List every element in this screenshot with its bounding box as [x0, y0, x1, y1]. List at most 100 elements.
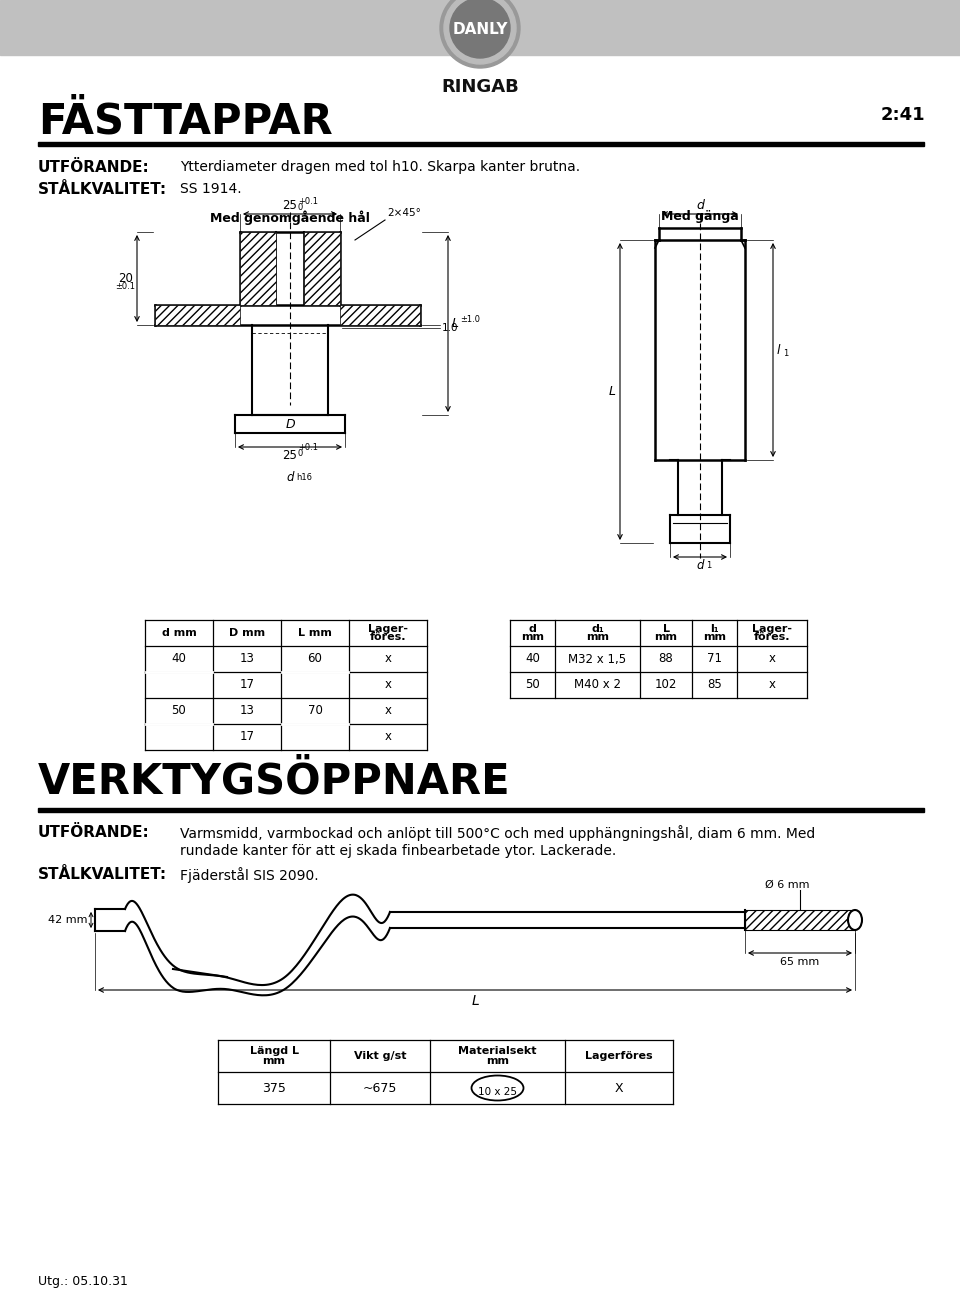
Bar [240, 232, 276, 305]
Text: d: d [529, 623, 537, 634]
Text: l₁: l₁ [710, 623, 719, 634]
Text: 13: 13 [240, 652, 254, 665]
Bar [340, 305, 420, 325]
Text: SS 1914.: SS 1914. [180, 182, 242, 196]
Text: X: X [614, 1081, 623, 1094]
Text: Lagerföres: Lagerföres [586, 1051, 653, 1062]
Text: x: x [385, 652, 392, 665]
Circle shape [444, 0, 516, 64]
Text: Varmsmidd, varmbockad och anlöpt till 500°C och med upphängningshål, diam 6 mm. : Varmsmidd, varmbockad och anlöpt till 50… [180, 825, 815, 840]
Text: 10 x 25: 10 x 25 [478, 1086, 517, 1097]
Text: 40: 40 [172, 652, 186, 665]
Text: rundade kanter för att ej skada finbearbetade ytor. Lackerade.: rundade kanter för att ej skada finbearb… [180, 844, 616, 857]
Text: L mm: L mm [298, 628, 332, 637]
Text: 1.0: 1.0 [442, 323, 459, 332]
Text: Materialsekt: Materialsekt [458, 1046, 537, 1056]
Text: ±0.1: ±0.1 [115, 281, 135, 291]
Text: 1: 1 [706, 562, 711, 569]
Text: 65 mm: 65 mm [780, 957, 820, 967]
Text: Ø 6 mm: Ø 6 mm [765, 880, 809, 890]
Text: mm: mm [655, 632, 678, 643]
Text: mm: mm [486, 1055, 509, 1066]
Text: h16: h16 [296, 473, 312, 482]
Text: ~675: ~675 [363, 1081, 397, 1094]
Ellipse shape [848, 910, 862, 929]
Text: d: d [696, 199, 704, 212]
Text: 50: 50 [172, 704, 186, 717]
Text: 0: 0 [298, 203, 303, 212]
Text: M32 x 1,5: M32 x 1,5 [568, 652, 627, 665]
Text: D: D [285, 418, 295, 431]
Text: L: L [662, 623, 669, 634]
Text: mm: mm [521, 632, 544, 643]
Text: d: d [696, 559, 704, 572]
Text: L: L [452, 317, 459, 330]
Text: UTFÖRANDE:: UTFÖRANDE: [38, 160, 150, 175]
Text: d₁: d₁ [591, 623, 604, 634]
Bar [38, 808, 924, 812]
Text: STÅLKVALITET:: STÅLKVALITET: [38, 182, 167, 196]
Text: 20: 20 [118, 272, 133, 285]
Bar [745, 910, 855, 929]
Text: 375: 375 [262, 1081, 286, 1094]
Text: 25: 25 [282, 449, 298, 462]
Text: STÅLKVALITET:: STÅLKVALITET: [38, 867, 167, 882]
Text: 1: 1 [783, 350, 788, 359]
Text: x: x [385, 704, 392, 717]
Text: L: L [609, 385, 616, 398]
Bar [304, 232, 340, 305]
Text: 88: 88 [659, 652, 673, 665]
Text: UTFÖRANDE:: UTFÖRANDE: [38, 825, 150, 840]
Text: D mm: D mm [228, 628, 265, 637]
Bar [38, 141, 924, 147]
Text: 70: 70 [307, 704, 323, 717]
Bar [155, 305, 240, 325]
Text: x: x [769, 678, 776, 691]
Text: föres.: föres. [370, 632, 406, 643]
Text: +0.1: +0.1 [298, 442, 318, 452]
Text: 102: 102 [655, 678, 677, 691]
Text: Lager-: Lager- [368, 623, 408, 634]
Text: mm: mm [262, 1055, 285, 1066]
Circle shape [440, 0, 520, 68]
Text: 50: 50 [525, 678, 540, 691]
Text: 40: 40 [525, 652, 540, 665]
Text: x: x [385, 678, 392, 691]
Text: föres.: föres. [754, 632, 790, 643]
Text: DANLY: DANLY [452, 21, 508, 37]
Text: Lager-: Lager- [752, 623, 792, 634]
Text: +0.1: +0.1 [298, 196, 318, 206]
Text: 13: 13 [240, 704, 254, 717]
Bar [0, 0, 960, 55]
Text: ±1.0: ±1.0 [460, 315, 480, 325]
Text: 17: 17 [239, 678, 254, 691]
Text: 60: 60 [307, 652, 323, 665]
Text: Fjäderstål SIS 2090.: Fjäderstål SIS 2090. [180, 867, 319, 884]
Text: 2×45°: 2×45° [387, 208, 420, 219]
Text: 42 mm: 42 mm [47, 915, 87, 925]
Text: Vikt g/st: Vikt g/st [353, 1051, 406, 1062]
Text: VERKTYGSÖPPNARE: VERKTYGSÖPPNARE [38, 761, 511, 802]
Text: FÄSTTAPPAR: FÄSTTAPPAR [38, 99, 333, 141]
Text: Ytterdiameter dragen med tol h10. Skarpa kanter brutna.: Ytterdiameter dragen med tol h10. Skarpa… [180, 160, 580, 174]
Text: d: d [286, 471, 294, 484]
Text: L: L [471, 994, 479, 1008]
Text: Med genomgående hål: Med genomgående hål [210, 209, 370, 225]
Circle shape [450, 0, 510, 58]
Text: Längd L: Längd L [250, 1046, 299, 1056]
Text: mm: mm [586, 632, 609, 643]
Text: d mm: d mm [161, 628, 197, 637]
Text: 0: 0 [298, 449, 303, 458]
Text: l: l [777, 343, 780, 356]
Text: x: x [769, 652, 776, 665]
Text: 2:41: 2:41 [880, 106, 925, 124]
Text: 85: 85 [708, 678, 722, 691]
Text: 71: 71 [707, 652, 722, 665]
Text: M40 x 2: M40 x 2 [574, 678, 621, 691]
Text: Utg.: 05.10.31: Utg.: 05.10.31 [38, 1275, 128, 1288]
Text: Med gänga: Med gänga [661, 209, 739, 223]
Text: 17: 17 [239, 730, 254, 744]
Text: x: x [385, 730, 392, 744]
Text: RINGAB: RINGAB [442, 79, 518, 96]
Text: mm: mm [703, 632, 726, 643]
